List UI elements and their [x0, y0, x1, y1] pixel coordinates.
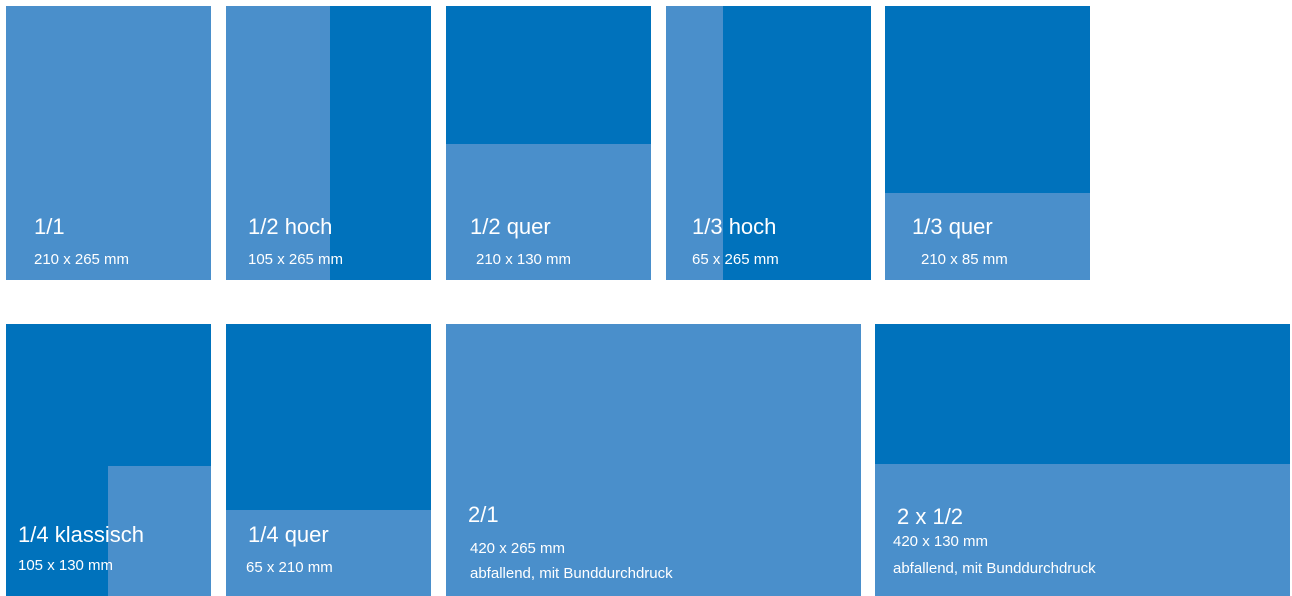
format-size: 65 x 265 mm — [692, 252, 779, 267]
ad-area — [875, 324, 1290, 464]
format-size: 210 x 130 mm — [476, 252, 571, 267]
format-card-1-3-hoch: 1/3 hoch 65 x 265 mm — [666, 6, 871, 280]
format-title: 1/1 — [34, 216, 65, 238]
format-card-1-4-klassisch: 1/4 klassisch 105 x 130 mm — [6, 324, 211, 596]
format-title: 1/3 quer — [912, 216, 993, 238]
format-size: 210 x 265 mm — [34, 252, 129, 267]
format-card-1-4-quer: 1/4 quer 65 x 210 mm — [226, 324, 431, 596]
ad-area — [6, 324, 211, 466]
format-title: 2 x 1/2 — [897, 506, 963, 528]
ad-area — [885, 6, 1090, 193]
ad-area — [330, 6, 431, 280]
format-note: abfallend, mit Bunddurchdruck — [893, 561, 1096, 576]
format-card-2x1-2: 2 x 1/2 420 x 130 mm abfallend, mit Bund… — [875, 324, 1290, 596]
format-title: 1/3 hoch — [692, 216, 776, 238]
format-title: 1/4 quer — [248, 524, 329, 546]
format-title: 1/2 hoch — [248, 216, 332, 238]
format-size: 420 x 265 mm — [470, 541, 565, 556]
format-size: 105 x 130 mm — [18, 558, 113, 573]
ad-area — [226, 324, 431, 510]
format-title: 1/4 klassisch — [18, 524, 144, 546]
format-card-1-2-quer: 1/2 quer 210 x 130 mm — [446, 6, 651, 280]
format-size: 420 x 130 mm — [893, 534, 988, 549]
format-card-1-3-quer: 1/3 quer 210 x 85 mm — [885, 6, 1090, 280]
format-note: abfallend, mit Bunddurchdruck — [470, 566, 673, 581]
format-card-1-1: 1/1 210 x 265 mm — [6, 6, 211, 280]
format-size: 105 x 265 mm — [248, 252, 343, 267]
format-size: 65 x 210 mm — [246, 560, 333, 575]
format-title: 2/1 — [468, 504, 499, 526]
ad-area — [446, 6, 651, 144]
format-card-1-2-hoch: 1/2 hoch 105 x 265 mm — [226, 6, 431, 280]
format-title: 1/2 quer — [470, 216, 551, 238]
format-card-2-1: 2/1 420 x 265 mm abfallend, mit Bunddurc… — [446, 324, 861, 596]
format-size: 210 x 85 mm — [921, 252, 1008, 267]
